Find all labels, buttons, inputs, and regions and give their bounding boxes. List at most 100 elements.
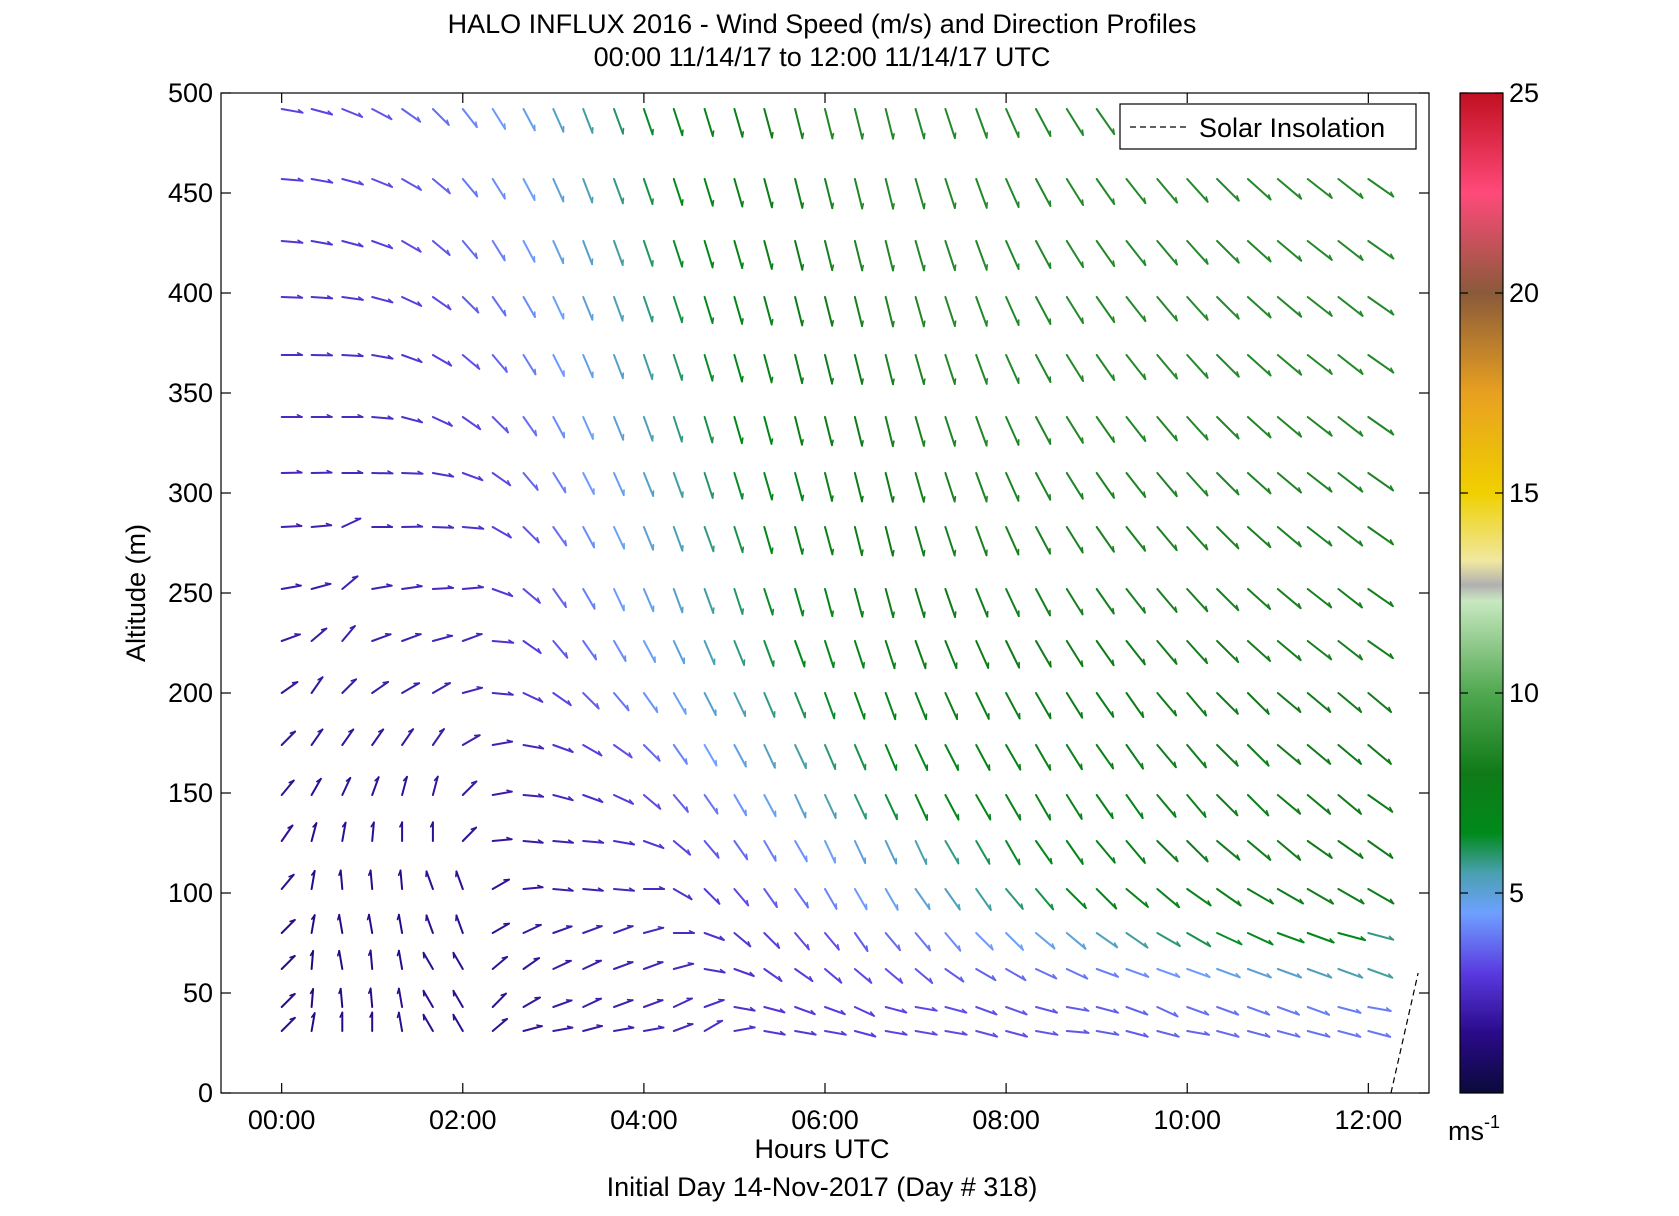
- wind-arrow: [1367, 794, 1394, 813]
- wind-arrow: [491, 922, 510, 934]
- wind-arrow: [491, 108, 507, 130]
- wind-arrow: [914, 108, 925, 140]
- wind-arrow: [1337, 840, 1364, 859]
- wind-arrow-head: [806, 901, 809, 909]
- wind-arrow: [1125, 472, 1147, 498]
- wind-arrow-head: [1327, 808, 1331, 815]
- wind-arrow: [1156, 1030, 1180, 1038]
- wind-arrow-head: [1267, 854, 1272, 861]
- wind-arrow-head: [1235, 809, 1239, 817]
- wind-arrow: [1095, 932, 1119, 949]
- chart-title: HALO INFLUX 2016 - Wind Speed (m/s) and …: [448, 9, 1197, 39]
- wind-arrow: [1065, 472, 1084, 500]
- wind-arrow-head: [892, 133, 895, 140]
- wind-arrow: [371, 416, 394, 420]
- wind-arrow-head: [326, 413, 333, 418]
- wind-arrow: [461, 586, 484, 590]
- wind-arrow: [1065, 416, 1084, 444]
- wind-arrow-head: [396, 987, 400, 995]
- wind-arrow-head: [656, 998, 664, 1002]
- colorbar-unit-base: ms: [1448, 1116, 1484, 1146]
- wind-arrow: [1095, 1030, 1120, 1036]
- wind-arrows: [280, 108, 1395, 1038]
- wind-arrow-head: [1141, 812, 1144, 819]
- wind-arrow: [794, 692, 806, 719]
- wind-arrow: [884, 416, 894, 448]
- wind-arrow-head: [1328, 852, 1333, 859]
- wind-arrow-head: [288, 779, 295, 784]
- wind-arrow-head: [801, 494, 805, 502]
- wind-arrow: [824, 968, 843, 984]
- wind-arrow: [733, 640, 746, 666]
- wind-arrow: [824, 1030, 847, 1036]
- wind-arrow-head: [770, 438, 774, 445]
- wind-arrow-head: [447, 304, 452, 311]
- wind-arrow: [703, 640, 716, 666]
- y-axis-label: Altitude (m): [121, 524, 151, 662]
- wind-arrow: [1276, 1006, 1300, 1016]
- wind-arrow: [582, 588, 596, 610]
- wind-arrow: [672, 526, 684, 552]
- wind-arrow: [1035, 1030, 1059, 1036]
- wind-arrow-head: [296, 469, 303, 474]
- wind-arrow: [703, 840, 720, 859]
- wind-arrow: [824, 526, 834, 556]
- wind-arrow: [397, 1011, 404, 1032]
- wind-arrow: [1246, 1030, 1271, 1038]
- wind-arrow: [975, 240, 988, 271]
- wind-arrow: [1216, 588, 1240, 612]
- wind-arrow: [1216, 794, 1239, 817]
- wind-arrow: [1246, 932, 1274, 946]
- wind-arrow-head: [1329, 938, 1335, 944]
- wind-arrow: [339, 869, 344, 890]
- wind-arrow: [824, 296, 834, 327]
- wind-arrow-head: [1143, 373, 1147, 380]
- wind-arrow-head: [1359, 654, 1363, 661]
- wind-arrow-head: [1299, 937, 1305, 944]
- wind-arrow: [1367, 840, 1394, 859]
- wind-arrow-head: [1205, 543, 1209, 551]
- x-axis-label-day: Initial Day 14-Nov-2017 (Day # 318): [607, 1172, 1038, 1202]
- wind-arrow: [1035, 296, 1052, 325]
- wind-arrow: [1065, 968, 1089, 980]
- wind-arrow-head: [309, 988, 314, 995]
- wind-arrow: [642, 692, 659, 714]
- wind-arrow-head: [505, 426, 509, 434]
- wind-arrow-head: [954, 611, 957, 618]
- wind-arrow-head: [961, 1008, 968, 1014]
- wind-arrow-head: [717, 998, 725, 1001]
- wind-arrow: [431, 240, 451, 256]
- wind-arrow-head: [719, 968, 726, 974]
- wind-arrow: [824, 692, 836, 720]
- wind-arrow-head: [861, 495, 864, 503]
- wind-arrow-head: [1020, 944, 1024, 951]
- wind-arrow-head: [374, 776, 380, 782]
- wind-arrow: [1125, 588, 1146, 614]
- wind-arrow-head: [801, 263, 805, 271]
- wind-arrow-head: [924, 662, 927, 670]
- wind-arrow: [914, 588, 926, 619]
- wind-arrow: [763, 178, 773, 209]
- wind-arrow: [853, 240, 864, 272]
- wind-arrow-head: [923, 378, 926, 385]
- wind-arrow-head: [1111, 812, 1114, 819]
- wind-arrow: [672, 962, 695, 970]
- wind-arrow-head: [833, 712, 836, 720]
- wind-arrow: [824, 1006, 846, 1016]
- wind-arrow: [310, 676, 324, 694]
- y-tick-label: 0: [198, 1078, 213, 1108]
- wind-arrow: [1367, 416, 1395, 436]
- wind-arrow: [1125, 416, 1147, 442]
- wind-arrow-head: [1145, 901, 1149, 908]
- x-tick-label: 04:00: [610, 1105, 678, 1135]
- wind-arrow: [1367, 888, 1395, 905]
- wind-arrow: [733, 526, 744, 554]
- wind-arrow: [1156, 692, 1178, 717]
- wind-arrow-head: [1233, 1010, 1239, 1016]
- wind-arrow: [884, 888, 899, 911]
- wind-arrow-head: [1143, 435, 1147, 442]
- wind-arrow-head: [341, 821, 347, 828]
- wind-arrow: [1306, 692, 1332, 713]
- wind-arrow: [824, 640, 835, 669]
- y-tick-label: 150: [168, 778, 213, 808]
